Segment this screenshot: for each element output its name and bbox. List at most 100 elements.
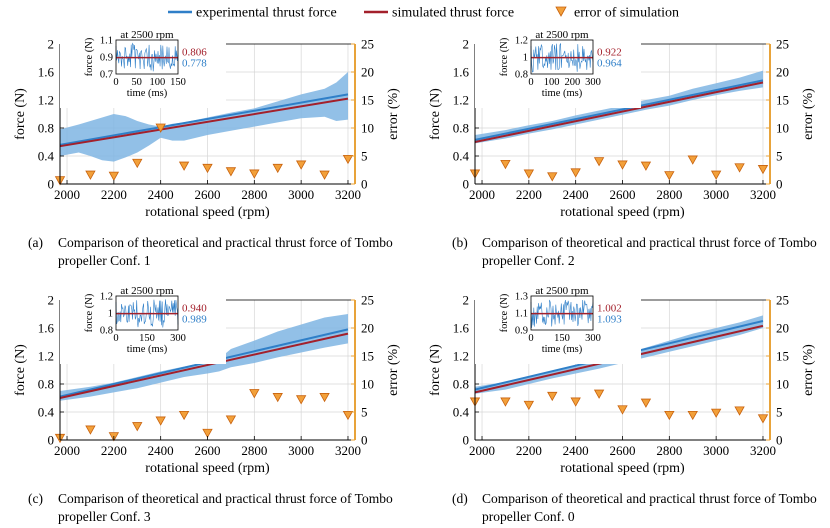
- y2-tick-label-b: 0: [776, 177, 783, 192]
- inset-signal-b: [530, 43, 594, 73]
- inset-title-b: at 2500 rpm: [535, 29, 589, 41]
- x-tick-label-b: 3200: [750, 187, 776, 202]
- caption-a-text: Comparison of theoretical and practical …: [58, 235, 393, 268]
- error-marker-a: [202, 163, 213, 174]
- inset-y-tick-label-d: 1.1: [515, 309, 528, 320]
- caption-d-label: (d): [452, 491, 468, 506]
- error-marker-a: [272, 163, 283, 174]
- y2-tick-label-d: 15: [776, 349, 789, 364]
- error-marker-c: [272, 393, 283, 403]
- error-marker-d: [710, 408, 722, 418]
- inset-frame-c: [115, 295, 179, 331]
- inset-backdrop-d: [475, 284, 641, 364]
- y2-tick-label-a: 5: [361, 149, 368, 164]
- inset-x-tick-label-b: 0: [528, 77, 533, 88]
- inset-x-tick-label-c: 300: [170, 333, 186, 344]
- inset-y-tick-label-b: 1: [523, 53, 528, 64]
- inset-y-tick-label-a: 1.1: [100, 36, 113, 47]
- y-tick-label-a: 0.4: [38, 149, 55, 164]
- inset-experimental-value-d: 1.093: [597, 314, 622, 326]
- y2-tick-label-c: 5: [361, 405, 368, 420]
- caption-b-label: (b): [452, 235, 468, 250]
- inset-frame-d: [530, 295, 594, 331]
- error-marker-c: [319, 393, 330, 403]
- x-tick-label-a: 3200: [335, 187, 361, 202]
- y2-axis-label-d: error (%): [801, 344, 816, 396]
- error-marker-a: [342, 154, 354, 165]
- x-axis-label-c: rotational speed (rpm): [145, 461, 270, 476]
- x-tick-label-c: 2800: [241, 443, 267, 458]
- x-tick-label-b: 2400: [563, 187, 589, 202]
- inset-y-label-b: force (N): [499, 37, 510, 76]
- inset-y-tick-label-c: 0.8: [100, 326, 113, 337]
- error-marker-d: [757, 414, 769, 424]
- error-marker-b: [640, 161, 652, 171]
- inset-backdrop-c: [60, 284, 226, 364]
- y2-tick-label-d: 5: [776, 405, 783, 420]
- x-axis-label-d: rotational speed (rpm): [560, 461, 685, 476]
- inset-simulated-value-a: 0.806: [182, 46, 207, 58]
- y2-tick-label-b: 5: [776, 149, 783, 164]
- x-tick-label-c: 3000: [288, 443, 314, 458]
- inset-x-tick-label-a: 100: [149, 77, 165, 88]
- x-tick-label-a: 2600: [195, 187, 221, 202]
- x-tick-label-b: 2800: [656, 187, 682, 202]
- caption-a-label: (a): [28, 235, 43, 250]
- error-marker-b: [734, 163, 745, 173]
- inset-frame-b: [530, 39, 594, 75]
- inset-signal-a: [115, 42, 179, 72]
- error-marker-c: [249, 389, 260, 399]
- inset-frame-a: [115, 39, 179, 75]
- inset-experimental-value-c: 0.989: [182, 314, 207, 326]
- error-marker-b: [664, 171, 675, 181]
- error-marker-d: [500, 397, 511, 407]
- error-marker-d: [523, 400, 535, 411]
- error-marker-d: [593, 389, 605, 399]
- x-tick-label-c: 2400: [148, 443, 174, 458]
- inset-y-tick-label-d: 0.9: [515, 326, 528, 337]
- x-tick-label-d: 3200: [750, 443, 776, 458]
- chart-panel-c: 2000 2200 2400 2600 2800 3000 320000.40.81.21.…: [13, 284, 401, 476]
- error-marker-a: [108, 171, 120, 181]
- y-tick-label-d: 1.2: [453, 349, 469, 364]
- legend-experimental-label: experimental thrust force: [196, 6, 337, 21]
- chart-panel-d: 2000 2200 2400 2600 2800 3000 320000.40.81.21.…: [428, 284, 816, 476]
- y2-tick-label-b: 25: [776, 37, 789, 52]
- inset-x-tick-label-c: 150: [139, 333, 155, 344]
- error-marker-a: [132, 158, 143, 169]
- inset-y-tick-label-a: 0.9: [100, 53, 113, 64]
- error-marker-a: [295, 160, 307, 170]
- inset-title-c: at 2500 rpm: [120, 285, 174, 297]
- simulated-line-a: [59, 97, 349, 148]
- inset-b: at 2500 rpm 1.2 1 0.80 100 200 300 force (N) tim…: [475, 28, 641, 108]
- y-axis-label-b: force (N): [428, 88, 443, 140]
- inset-x-tick-label-d: 150: [554, 333, 570, 344]
- y2-tick-label-b: 10: [776, 121, 789, 136]
- experimental-line-b: [474, 79, 764, 141]
- y2-tick-label-b: 20: [776, 65, 789, 80]
- y-tick-label-a: 1.6: [38, 65, 55, 80]
- error-marker-c: [132, 422, 143, 432]
- simulated-line-c: [59, 332, 349, 399]
- inset-simulated-value-c: 0.940: [182, 302, 207, 314]
- x-tick-label-b: 2000: [469, 187, 495, 202]
- error-marker-d: [617, 405, 628, 415]
- inset-backdrop-a: [60, 28, 226, 108]
- y-axis-label-d: force (N): [428, 344, 443, 396]
- inset-simulated-value-b: 0.922: [597, 46, 622, 58]
- x-tick-label-d: 2800: [656, 443, 682, 458]
- inset-y-label-a: force (N): [84, 37, 95, 76]
- experimental-band-a: [60, 72, 348, 162]
- y2-tick-label-c: 25: [361, 293, 374, 308]
- inset-a: at 2500 rpm 1.1 0.9 0.70 50 100 150 force (N) ti…: [60, 28, 226, 108]
- y2-axis-label-b: error (%): [801, 88, 816, 140]
- error-marker-c: [85, 425, 96, 435]
- y-axis-label-a: force (N): [13, 88, 28, 140]
- y-tick-label-d: 2: [463, 293, 470, 308]
- error-marker-d: [570, 397, 581, 407]
- y2-tick-label-c: 10: [361, 377, 374, 392]
- error-marker-a: [249, 169, 260, 179]
- y-tick-label-c: 2: [48, 293, 55, 308]
- error-marker-b: [593, 157, 605, 167]
- x-axis-label-b: rotational speed (rpm): [560, 205, 685, 220]
